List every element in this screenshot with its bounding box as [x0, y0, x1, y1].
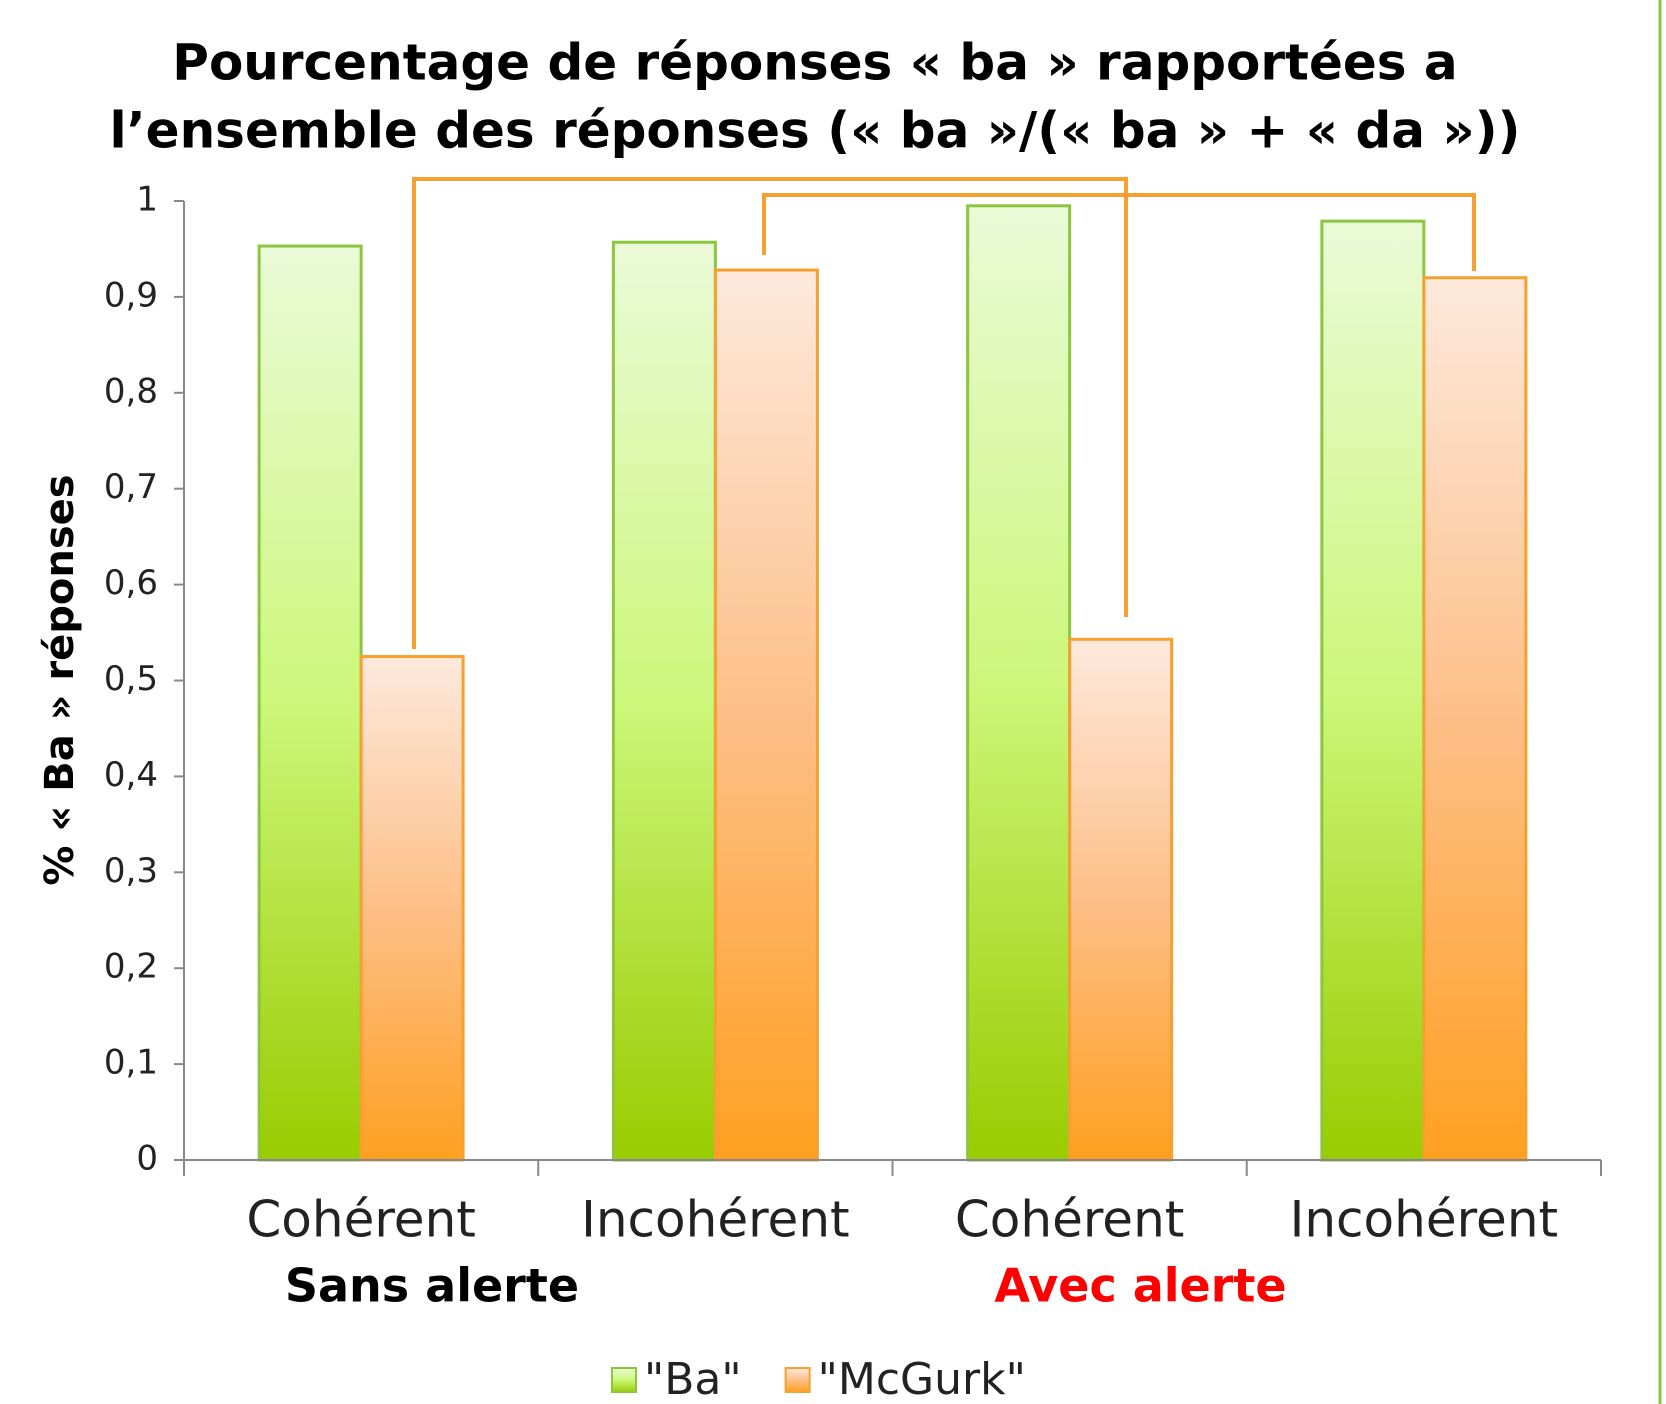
legend-label: "McGurk": [818, 1354, 1026, 1404]
chart-title: Pourcentage de réponses « ba » rapportée…: [172, 34, 1457, 92]
x-tick-label: Incohérent: [1290, 1191, 1558, 1249]
y-tick-label: 0,3: [104, 851, 158, 891]
legend-swatch: [611, 1367, 637, 1393]
bar: [611, 240, 717, 1162]
y-tick-label: 0,1: [104, 1043, 158, 1083]
y-axis-label: % « Ba » réponses: [37, 474, 83, 885]
y-tick-label: 0,8: [104, 371, 158, 411]
bar: [1068, 637, 1174, 1162]
y-tick-label: 0,9: [104, 275, 158, 315]
significance-brackets: [412, 177, 1476, 649]
bar: [1422, 276, 1528, 1162]
bar: [359, 655, 465, 1162]
legend-swatch: [784, 1367, 811, 1393]
group-label: Sans alerte: [285, 1259, 579, 1313]
y-tick-label: 0,2: [104, 947, 158, 987]
y-tick-label: 0,4: [104, 755, 158, 795]
bar: [1320, 219, 1426, 1162]
chart-title: l’ensemble des réponses (« ba »/(« ba » …: [110, 102, 1521, 160]
legend-label: "Ba": [644, 1354, 742, 1404]
y-tick-label: 0: [136, 1139, 158, 1179]
y-tick-label: 1: [136, 180, 158, 220]
bracket: [762, 193, 1476, 271]
y-tick-label: 0,5: [104, 659, 158, 699]
bar: [713, 268, 819, 1162]
x-tick-label: Cohérent: [246, 1191, 475, 1249]
bracket: [412, 177, 1128, 649]
bar: [966, 204, 1072, 1162]
x-tick-label: Incohérent: [581, 1191, 849, 1249]
y-tick-label: 0,6: [104, 563, 158, 603]
y-tick-label: 0,7: [104, 467, 158, 507]
bar: [257, 244, 363, 1162]
x-tick-label: Cohérent: [955, 1191, 1184, 1249]
group-label: Avec alerte: [994, 1259, 1286, 1313]
